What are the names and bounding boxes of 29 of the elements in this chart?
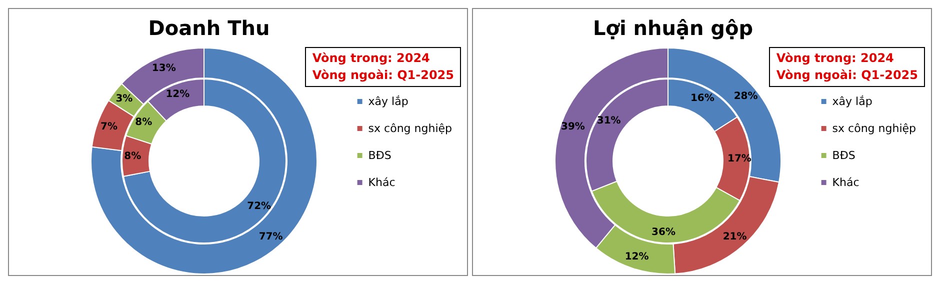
chart-title: Doanh Thu bbox=[148, 16, 270, 40]
legend-label: Khác bbox=[832, 176, 860, 189]
data-label: 72% bbox=[247, 201, 272, 212]
legend-label: Khác bbox=[368, 176, 396, 189]
data-label: 12% bbox=[624, 252, 649, 263]
data-label: 8% bbox=[124, 151, 142, 162]
legend-label: sx công nghiệp bbox=[368, 122, 452, 135]
data-label: 7% bbox=[100, 121, 118, 132]
data-label: 13% bbox=[152, 62, 176, 74]
legend-label: sx công nghiệp bbox=[832, 122, 916, 135]
data-label: 16% bbox=[690, 92, 714, 104]
data-label: 8% bbox=[135, 117, 152, 128]
data-label: 77% bbox=[258, 231, 283, 242]
data-label: 21% bbox=[722, 231, 747, 242]
legend-label: BĐS bbox=[368, 149, 392, 162]
data-label: 36% bbox=[652, 226, 676, 238]
text: Vòng trong: 2024 bbox=[312, 50, 431, 67]
data-label: 31% bbox=[596, 115, 621, 126]
legend-label: xây lắp bbox=[832, 95, 872, 108]
text: Vòng ngoài: Q1-2025 bbox=[776, 67, 918, 84]
data-label: 12% bbox=[166, 89, 190, 100]
chart-title: Lợi nhuận gộp bbox=[592, 16, 754, 40]
data-label: 3% bbox=[116, 94, 133, 105]
legend-label: xây lắp bbox=[368, 95, 408, 108]
text: Vòng ngoài: Q1-2025 bbox=[312, 67, 454, 84]
data-label: 39% bbox=[561, 121, 585, 132]
legend-label: BĐS bbox=[832, 149, 856, 162]
text: Vòng trong: 2024 bbox=[776, 50, 895, 67]
data-label: 28% bbox=[734, 91, 758, 102]
